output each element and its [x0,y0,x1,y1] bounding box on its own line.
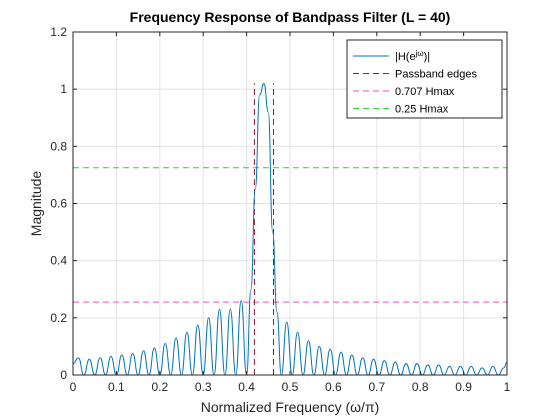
y-tick-label: 0.8 [50,139,67,153]
x-tick-label: 0.7 [368,380,385,394]
x-tick-label: 0.5 [282,380,299,394]
y-axis-title: Magnitude [28,171,44,237]
passband-edge-lines [253,83,275,375]
legend-entry-label: 0.707 Hmax [395,86,455,98]
x-ticks: 0 0.1 0.2 0.3 0.4 0.5 0.6 0.7 0.8 0.9 1 [70,32,511,394]
y-tick-label: 0.6 [50,197,67,211]
y-tick-label: 1 [60,82,67,96]
legend-entry-label: Passband edges [395,69,477,81]
x-tick-label: 0.8 [412,380,429,394]
x-tick-label: 0.2 [151,380,168,394]
y-ticks: 0 0.2 0.4 0.6 0.8 1 1.2 [50,25,507,382]
x-tick-label: 0.6 [325,380,342,394]
legend-box [346,39,503,119]
legend-entry-label: |H(ejω)| [395,49,430,64]
y-tick-label: 0.4 [50,254,67,268]
legend-entry-label: 0.25 Hmax [395,104,449,116]
y-tick-label: 1.2 [50,25,67,39]
x-tick-label: 0.4 [238,380,255,394]
x-tick-label: 0.9 [455,380,472,394]
x-tick-label: 0.1 [108,380,125,394]
x-tick-label: 0 [70,380,77,394]
x-tick-label: 0.3 [195,380,212,394]
x-axis-title: Normalized Frequency (ω/π) [201,399,380,415]
reference-lines-horizontal [73,167,507,303]
chart-title: Frequency Response of Bandpass Filter (L… [130,9,451,25]
y-tick-label: 0.2 [50,311,67,325]
legend: |H(ejω)| Passband edges 0.707 Hmax 0.25 Hma… [346,39,503,119]
x-tick-label: 1 [504,380,511,394]
y-tick-label: 0 [60,368,67,382]
